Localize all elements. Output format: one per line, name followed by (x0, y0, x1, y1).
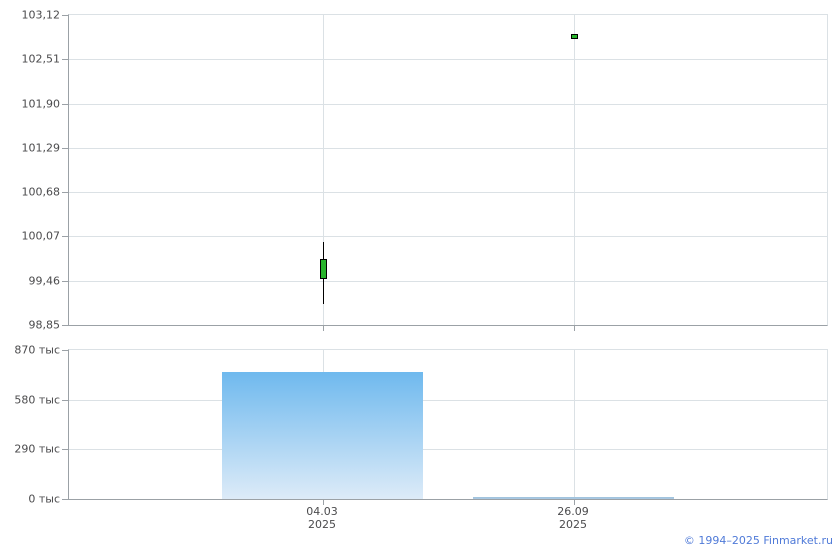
volume-axis-label: 0 тыс (28, 492, 60, 506)
volume-axis-tick (62, 499, 68, 500)
candlestick (571, 34, 578, 39)
volume-chart: 870 тыс 580 тыс 290 тыс 0 тыс (14, 344, 828, 506)
price-gridline (69, 236, 827, 237)
price-axis-tick (62, 281, 68, 282)
date-label-day: 26.09 (557, 505, 589, 518)
price-gridline (69, 104, 827, 105)
date-label-year: 2025 (308, 518, 336, 531)
price-gridline (69, 192, 827, 193)
date-label-day: 04.03 (306, 505, 338, 518)
price-axis-tick (62, 148, 68, 149)
volume-bar (473, 497, 674, 499)
volume-axis-label: 290 тыс (14, 442, 60, 456)
price-axis-label: 98,85 (28, 318, 61, 332)
volume-bar (222, 372, 423, 499)
price-axis-tick (62, 236, 68, 237)
price-axis-tick (62, 192, 68, 193)
price-axis-label: 100,07 (21, 229, 61, 243)
copyright-link[interactable]: © 1994–2025 Finmarket.ru (684, 534, 833, 547)
price-axis-label: 103,12 (21, 8, 61, 22)
volume-gridline (69, 449, 827, 450)
price-chart: 103,12 102,51 101,90 101,29 100,68 100,07 99,4… (22, 9, 828, 332)
date-gridline (574, 350, 575, 499)
price-axis-tick (62, 325, 68, 326)
price-axis-tick (62, 15, 68, 16)
date-label-year: 2025 (559, 518, 587, 531)
date-label: 26.09 2025 (513, 505, 633, 531)
price-axis-tick (62, 104, 68, 105)
date-axis-tick (323, 499, 324, 505)
volume-axis-tick (62, 400, 68, 401)
volume-axis-label: 870 тыс (14, 343, 60, 357)
copyright-text[interactable]: © 1994–2025 Finmarket.ru (683, 534, 833, 547)
price-axis-tick (62, 59, 68, 60)
price-axis-label: 102,51 (21, 52, 61, 66)
price-gridline (69, 59, 827, 60)
date-gridline (574, 15, 575, 325)
volume-axis-label: 580 тыс (14, 393, 60, 407)
price-axis-label: 99,46 (28, 274, 61, 288)
price-axis-label: 101,90 (21, 97, 61, 111)
volume-axis-tick (62, 449, 68, 450)
candlestick (320, 259, 327, 279)
date-axis-tick (574, 325, 575, 331)
price-axis-label: 100,68 (21, 185, 61, 199)
date-gridline (323, 15, 324, 325)
price-gridline (69, 148, 827, 149)
date-axis-tick (574, 499, 575, 505)
volume-axis-tick (62, 350, 68, 351)
date-axis-tick (323, 325, 324, 331)
price-axis-label: 101,29 (21, 141, 61, 155)
price-gridline (69, 281, 827, 282)
volume-gridline (69, 400, 827, 401)
date-label: 04.03 2025 (262, 505, 382, 531)
